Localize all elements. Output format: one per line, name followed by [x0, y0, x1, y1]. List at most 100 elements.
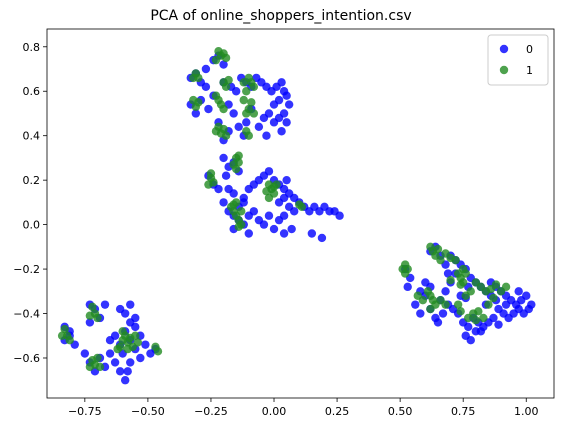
series-1-point: [426, 305, 434, 313]
series-1-point: [250, 109, 258, 117]
series-1-point: [489, 294, 497, 302]
series-1-point: [235, 152, 243, 160]
series-1-point: [462, 292, 470, 300]
x-axis: −0.75 −0.50 −0.25 0.00 0.25 0.50 0.75 1.00: [68, 398, 539, 418]
series-1-point: [232, 165, 240, 173]
series-1-point: [242, 87, 250, 95]
legend-label-0: 0: [526, 43, 533, 56]
series-0-point: [416, 309, 424, 317]
series-1-point: [131, 332, 139, 340]
series-0-point: [202, 83, 210, 91]
series-0-point: [219, 198, 227, 206]
series-1-point: [219, 105, 227, 113]
series-0-point: [262, 132, 270, 140]
series-1-point: [204, 180, 212, 188]
series-1-point: [436, 256, 444, 264]
series-0-point: [318, 234, 326, 242]
series-1-point: [66, 336, 74, 344]
series-1-point: [295, 200, 303, 208]
series-1-point: [212, 91, 220, 99]
series-1-point: [212, 56, 220, 64]
series-1-point: [207, 169, 215, 177]
y-tick-label: 0.2: [23, 174, 41, 187]
series-0-point: [280, 229, 288, 237]
series-1-point: [86, 312, 94, 320]
x-tick-label: 0.25: [325, 405, 350, 418]
series-0-point: [411, 300, 419, 308]
series-1-point: [242, 127, 250, 135]
series-0-point: [280, 109, 288, 117]
series-0-point: [101, 300, 109, 308]
series-0-point: [131, 314, 139, 322]
series-1-point: [472, 316, 480, 324]
series-0-point: [282, 91, 290, 99]
series-0-point: [106, 349, 114, 357]
points-layer: [58, 47, 536, 384]
series-0-point: [265, 212, 273, 220]
series-1-point: [502, 283, 510, 291]
series-0-point: [219, 154, 227, 162]
series-1-point: [154, 347, 162, 355]
series-1-point: [446, 276, 454, 284]
series-1-point: [484, 300, 492, 308]
series-1-point: [441, 300, 449, 308]
series-1-point: [459, 265, 467, 273]
series-0-point: [494, 320, 502, 328]
series-0-point: [441, 287, 449, 295]
series-1-point: [124, 345, 132, 353]
series-0-point: [232, 87, 240, 95]
series-1-point: [492, 280, 500, 288]
series-0-point: [229, 189, 237, 197]
series-1-point: [113, 345, 121, 353]
series-1-point: [434, 245, 442, 253]
series-1-point: [451, 256, 459, 264]
series-0-point: [245, 212, 253, 220]
series-0-point: [434, 318, 442, 326]
series-0-point: [467, 336, 475, 344]
series-0-point: [124, 367, 132, 375]
series-0-point: [116, 305, 124, 313]
series-0-point: [275, 216, 283, 224]
series-1-point: [240, 96, 248, 104]
series-1-point: [456, 280, 464, 288]
series-0-point: [260, 114, 268, 122]
legend-label-1: 1: [526, 64, 533, 77]
series-0-point: [106, 336, 114, 344]
series-0-point: [255, 216, 263, 224]
series-1-point: [222, 132, 230, 140]
series-1-point: [237, 207, 245, 215]
series-0-point: [240, 198, 248, 206]
y-tick-label: 0.6: [23, 85, 41, 98]
series-0-point: [229, 109, 237, 117]
legend-marker-1: [500, 66, 508, 74]
series-0-point: [439, 309, 447, 317]
series-1-point: [194, 98, 202, 106]
x-tick-label: 0.50: [388, 405, 413, 418]
series-1-point: [229, 200, 237, 208]
y-tick-label: −0.6: [13, 352, 40, 365]
series-1-point: [118, 327, 126, 335]
series-1-point: [270, 183, 278, 191]
series-0-point: [136, 354, 144, 362]
series-1-point: [86, 363, 94, 371]
series-0-point: [235, 123, 243, 131]
series-0-point: [280, 194, 288, 202]
chart-title: PCA of online_shoppers_intention.csv: [150, 8, 411, 24]
series-1-point: [235, 223, 243, 231]
legend-marker-0: [500, 45, 508, 53]
series-0-point: [477, 327, 485, 335]
series-1-point: [96, 363, 104, 371]
series-1-point: [242, 109, 250, 117]
series-1-point: [474, 307, 482, 315]
series-0-point: [277, 78, 285, 86]
x-tick-label: −0.75: [68, 405, 102, 418]
series-1-point: [265, 194, 273, 202]
series-0-point: [335, 212, 343, 220]
series-0-point: [514, 287, 522, 295]
series-1-point: [479, 314, 487, 322]
x-tick-label: 0.75: [451, 405, 476, 418]
x-tick-label: −0.25: [194, 405, 228, 418]
series-0-point: [121, 376, 129, 384]
series-0-point: [404, 283, 412, 291]
